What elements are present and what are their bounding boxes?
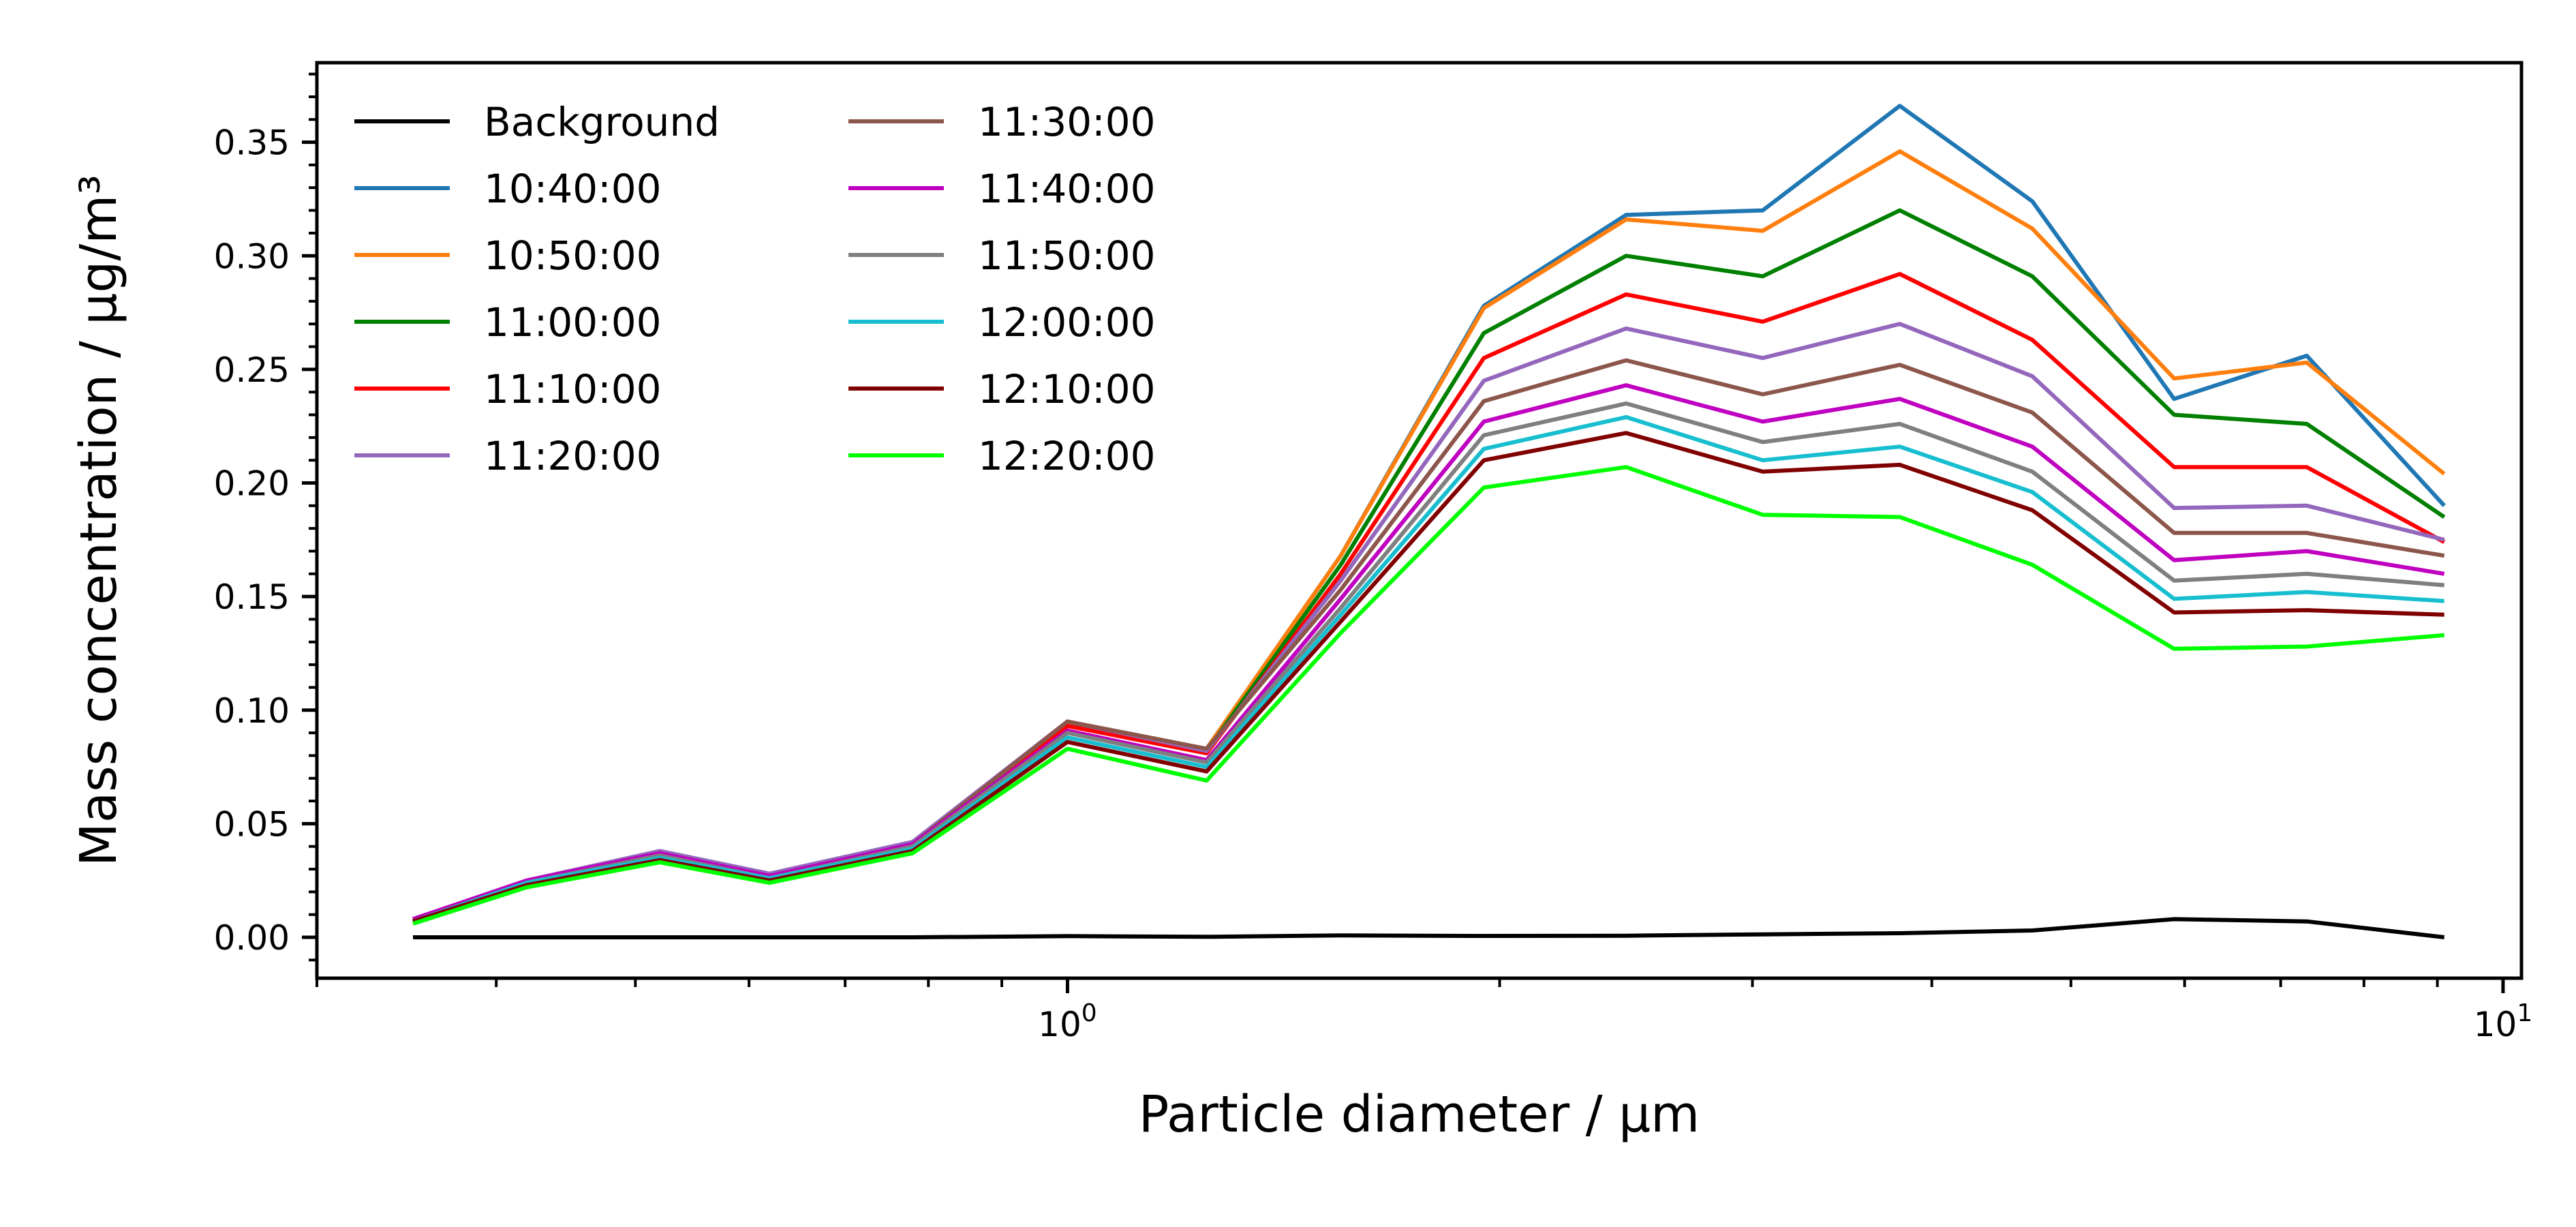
x-tick-label: 100 [1038, 999, 1097, 1044]
legend-entry-label: 10:40:00 [484, 166, 662, 212]
legend-entry-label: 12:10:00 [978, 366, 1156, 412]
series-line-11-20-00 [412, 322, 2445, 922]
y-tick-label: 0.05 [214, 804, 290, 844]
y-tick-label: 0.00 [214, 918, 290, 958]
legend-entry-label: 11:00:00 [484, 299, 662, 346]
legend-entry-label: 12:00:00 [978, 299, 1156, 346]
series-line-12-10-00 [412, 431, 2444, 924]
legend-entry-label: 11:20:00 [484, 433, 662, 479]
series-line-11-40-00 [412, 383, 2445, 922]
x-tick-label: 101 [2474, 999, 2533, 1044]
legend-entry-label: Background [484, 99, 720, 145]
y-tick-label: 0.35 [214, 123, 290, 163]
series-line-12-00-00 [412, 414, 2444, 924]
x-axis: 100 101 [316, 978, 2533, 1044]
y-tick-label: 0.15 [214, 577, 290, 617]
series-line-12-20-00 [412, 465, 2444, 926]
legend-entry-label: 12:20:00 [978, 433, 1156, 479]
legend-entry-label: 11:30:00 [978, 99, 1156, 145]
series-layer [412, 104, 2446, 939]
x-axis-label: Particle diameter / μm [1139, 1085, 1700, 1144]
plot-frame [315, 61, 2524, 980]
legend: Background 10:40:00 10:50:00 11:00:00 11:10:… [354, 99, 1156, 479]
y-axis-label: Mass concentration / μg/m³ [70, 175, 128, 866]
series-line-background [413, 917, 2445, 939]
y-tick-label: 0.25 [214, 350, 290, 390]
y-tick-label: 0.30 [214, 237, 290, 276]
legend-entry-label: 11:50:00 [978, 232, 1156, 279]
legend-entry-label: 11:10:00 [484, 366, 662, 412]
y-axis: 0.00 0.05 0.10 0.15 0.20 0.25 0.30 0.35 [214, 72, 317, 962]
legend-entry-label: 10:50:00 [484, 232, 662, 279]
y-tick-label: 0.10 [214, 691, 290, 731]
legend-entry-label: 11:40:00 [978, 166, 1156, 212]
y-tick-label: 0.20 [214, 464, 290, 504]
